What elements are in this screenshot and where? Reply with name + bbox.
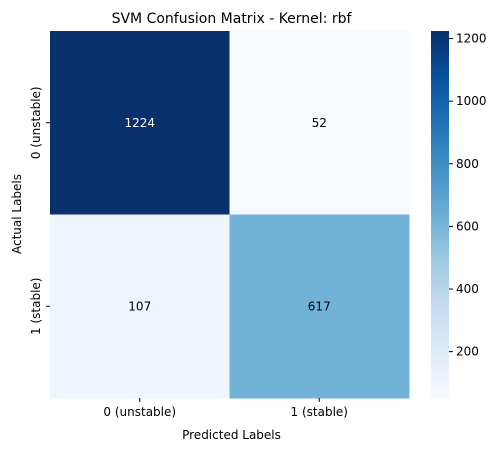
colorbar-tick-label: 400 bbox=[456, 282, 479, 296]
x-axis-label: Predicted Labels bbox=[182, 428, 281, 442]
heatmap-cell-labels: 1224 52 107 617 bbox=[124, 116, 330, 314]
cell-value-label: 107 bbox=[128, 299, 151, 313]
cell-value-label: 617 bbox=[308, 299, 331, 313]
colorbar-tick-label: 200 bbox=[456, 345, 479, 359]
colorbar-ticks: 200 400 600 800 1000 1200 bbox=[449, 32, 487, 359]
chart-title: SVM Confusion Matrix - Kernel: rbf bbox=[112, 11, 353, 27]
cell-value-label: 52 bbox=[312, 116, 327, 130]
colorbar-tick-label: 600 bbox=[456, 219, 479, 233]
y-tick-label: 0 (unstable) bbox=[29, 86, 43, 159]
x-tick-label: 0 (unstable) bbox=[103, 405, 176, 419]
heatmap-cell bbox=[50, 214, 230, 399]
heatmap-cell bbox=[229, 31, 410, 215]
colorbar-tick-label: 1000 bbox=[456, 94, 487, 108]
y-axis-label: Actual Labels bbox=[10, 174, 24, 254]
x-axis: 0 (unstable) 1 (stable) bbox=[103, 398, 348, 419]
colorbar-tick-label: 1200 bbox=[456, 32, 487, 46]
colorbar bbox=[431, 31, 449, 398]
y-tick-label: 1 (stable) bbox=[29, 278, 43, 335]
x-tick-label: 1 (stable) bbox=[291, 405, 348, 419]
colorbar-tick-label: 800 bbox=[456, 157, 479, 171]
heatmap-cell bbox=[50, 31, 230, 215]
cell-value-label: 1224 bbox=[124, 116, 155, 130]
y-axis: 0 (unstable) 1 (stable) bbox=[29, 86, 50, 335]
heatmap-cells bbox=[50, 31, 410, 399]
heatmap-cell bbox=[229, 214, 410, 399]
